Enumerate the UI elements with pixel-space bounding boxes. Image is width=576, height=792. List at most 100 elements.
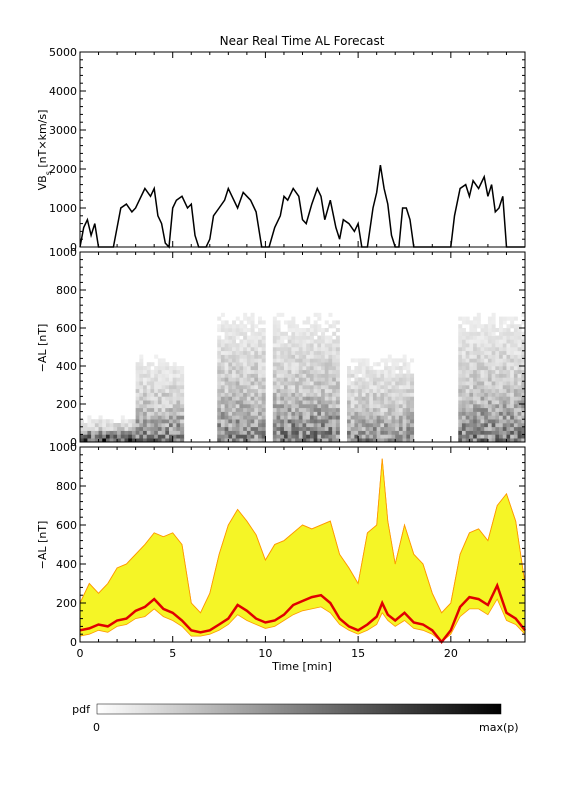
pdf-cell [506, 392, 511, 397]
pdf-cell [276, 377, 281, 382]
pdf-cell [521, 407, 526, 412]
pdf-cell [235, 316, 240, 321]
pdf-cell [80, 426, 85, 431]
pdf-cell [239, 343, 244, 348]
pdf-cell [380, 369, 385, 374]
pdf-cell [513, 415, 518, 420]
pdf-cell [406, 430, 411, 435]
pdf-cell [335, 415, 340, 420]
pdf-cell [506, 404, 511, 409]
pdf-cell [276, 438, 281, 443]
pdf-cell [372, 438, 377, 443]
pdf-cell [395, 396, 400, 401]
pdf-cell [150, 407, 155, 412]
pdf-cell [461, 373, 466, 378]
pdf-cell [476, 407, 481, 412]
pdf-cell [309, 331, 314, 336]
pdf-cell [258, 381, 263, 386]
pdf-cell [391, 407, 396, 412]
pdf-cell [291, 324, 296, 329]
pdf-cell [521, 396, 526, 401]
pdf-cell [291, 358, 296, 363]
pdf-cell [94, 438, 99, 443]
pdf-cell [246, 320, 251, 325]
pdf-cell [317, 324, 322, 329]
pdf-cell [506, 343, 511, 348]
pdf-cell [487, 316, 492, 321]
pdf-cell [161, 426, 166, 431]
pdf-cell [283, 423, 288, 428]
pdf-cell [354, 400, 359, 405]
pdf-cell [157, 419, 162, 424]
pdf-cell [376, 392, 381, 397]
pdf-cell [372, 400, 377, 405]
pdf-cell [298, 354, 303, 359]
pdf-cell [102, 434, 107, 439]
pdf-cell [384, 396, 389, 401]
pdf-cell [287, 381, 292, 386]
pdf-cell [295, 434, 300, 439]
pdf-cell [458, 430, 463, 435]
pdf-cell [384, 400, 389, 405]
pdf-cell [410, 415, 415, 420]
pdf-cell [146, 438, 151, 443]
pdf-cell [313, 369, 318, 374]
pdf-cell [291, 400, 296, 405]
pdf-cell [306, 350, 311, 355]
pdf-cell [165, 438, 170, 443]
pdf-cell [365, 415, 370, 420]
pdf-cell [220, 411, 225, 416]
pdf-cell [402, 426, 407, 431]
pdf-cell [280, 407, 285, 412]
pdf-cell [332, 396, 337, 401]
pdf-cell [150, 388, 155, 393]
pdf-cell [380, 392, 385, 397]
pdf-cell [150, 404, 155, 409]
pdf-cell [484, 419, 489, 424]
pdf-cell [276, 350, 281, 355]
pdf-cell [235, 388, 240, 393]
pdf-cell [120, 419, 125, 424]
pdf-cell [458, 331, 463, 336]
pdf-cell [521, 362, 526, 367]
pdf-cell [461, 415, 466, 420]
pdf-cell [161, 423, 166, 428]
pdf-cell [306, 343, 311, 348]
pdf-cell [250, 350, 255, 355]
pdf-cell [317, 358, 322, 363]
pdf-cell [261, 377, 266, 382]
pdf-cell [161, 434, 166, 439]
pdf-cell [139, 438, 144, 443]
pdf-cell [313, 388, 318, 393]
pdf-cell [309, 400, 314, 405]
pdf-cell [480, 385, 485, 390]
pdf-cell [250, 369, 255, 374]
pdf-cell [243, 419, 248, 424]
pdf-cell [261, 381, 266, 386]
pdf-cell [324, 328, 329, 333]
pdf-cell [484, 354, 489, 359]
pdf-cell [465, 388, 470, 393]
pdf-cell [113, 423, 118, 428]
pdf-cell [513, 423, 518, 428]
pdf-cell [246, 426, 251, 431]
pdf-cell [250, 415, 255, 420]
pdf-cell [250, 430, 255, 435]
pdf-cell [391, 426, 396, 431]
pdf-cell [502, 331, 507, 336]
pdf-cell [143, 392, 148, 397]
pdf-cell [276, 354, 281, 359]
pdf-cell [369, 392, 374, 397]
pdf-cell [476, 331, 481, 336]
pdf-cell [143, 396, 148, 401]
pdf-cell [287, 377, 292, 382]
pdf-cell [335, 320, 340, 325]
pdf-cell [398, 388, 403, 393]
pdf-cell [469, 430, 474, 435]
pdf-cell [276, 362, 281, 367]
pdf-cell [361, 369, 366, 374]
pdf-cell [87, 426, 92, 431]
x-tick-label: 15 [351, 647, 365, 660]
pdf-cell [232, 328, 237, 333]
pdf-cell [287, 400, 292, 405]
